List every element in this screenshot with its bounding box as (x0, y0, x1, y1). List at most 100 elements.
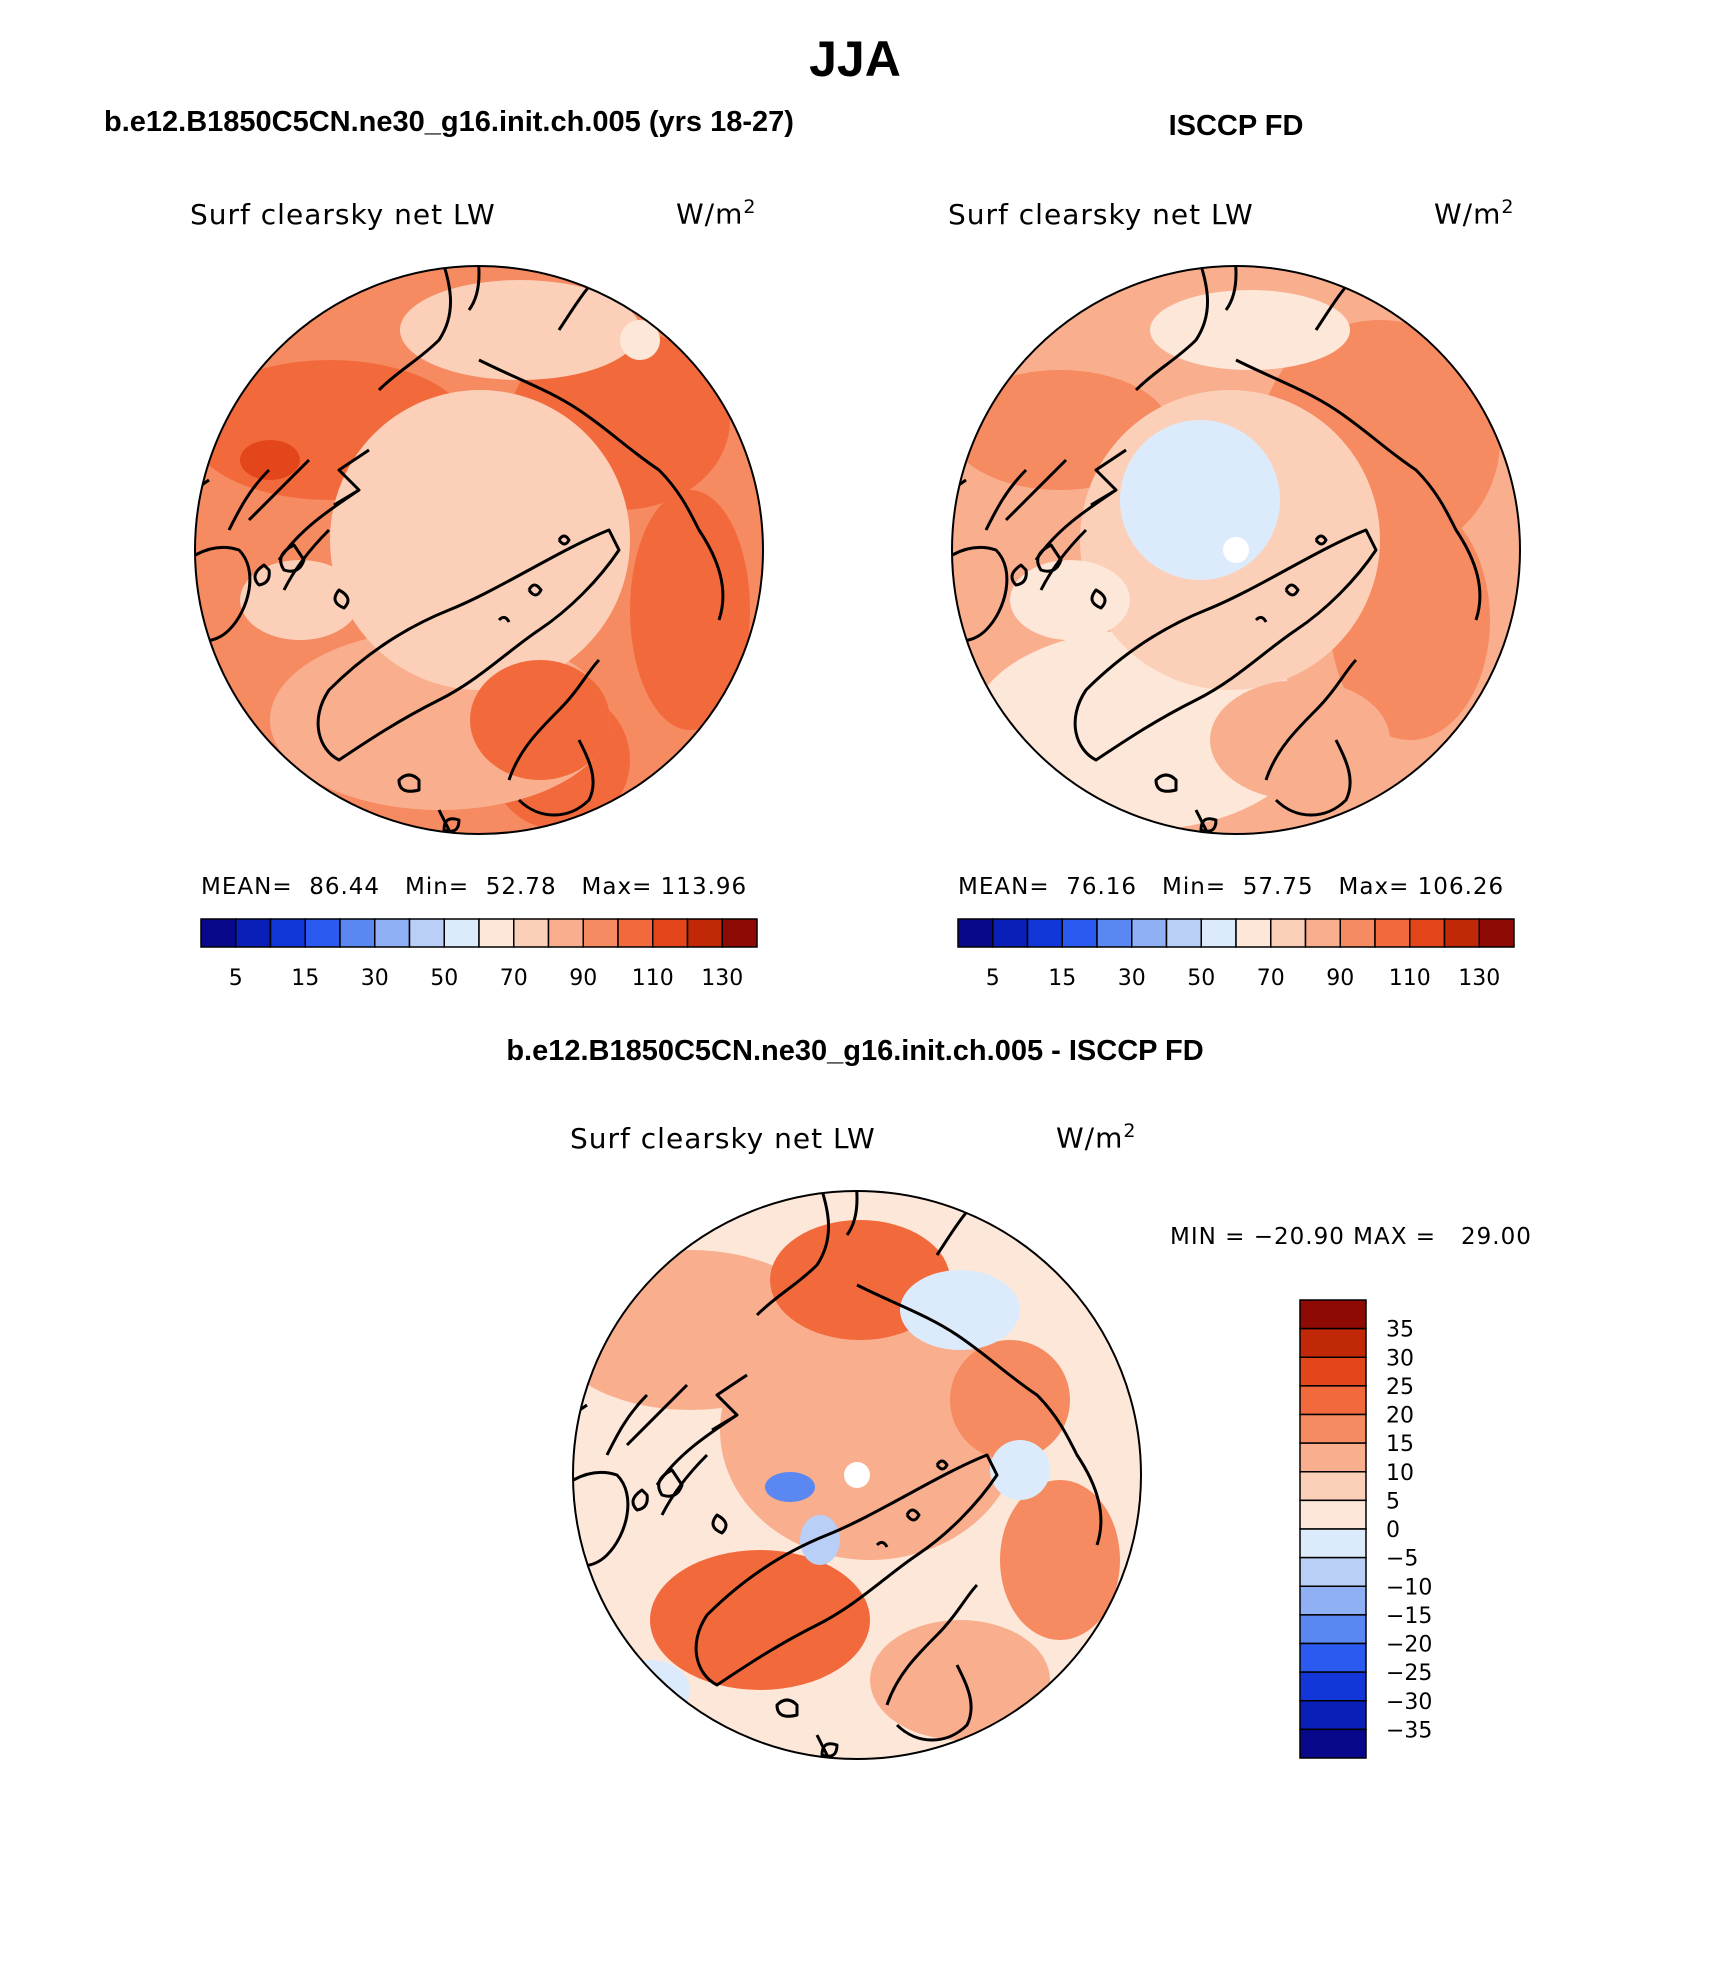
obs-min-value: 57.75 (1242, 874, 1314, 900)
obs-colorbar-swatch (1200, 918, 1237, 948)
diff-colorbar-tick-label: −5 (1386, 1547, 1418, 1572)
obs-colorbar-swatch (957, 918, 994, 948)
model-units-label: W/m2 (676, 196, 757, 231)
model-colorbar-swatch (478, 918, 515, 948)
model-colorbar-swatch (617, 918, 654, 948)
model-colorbar-tick-label: 110 (632, 966, 674, 991)
obs-colorbar-swatch (1270, 918, 1307, 948)
obs-units-label: W/m2 (1434, 196, 1515, 231)
model-colorbar-swatch (547, 918, 584, 948)
obs-colorbar-tick-label: 5 (986, 966, 1000, 991)
diff-colorbar-tick-label: 20 (1386, 1404, 1414, 1429)
diff-map (573, 1191, 1141, 1759)
diff-colorbar-swatch (1299, 1413, 1367, 1444)
model-colorbar-swatch (652, 918, 689, 948)
obs-colorbar-swatch (992, 918, 1029, 948)
obs-panel-header: ISCCP FD (1168, 110, 1304, 142)
obs-mean-label: MEAN= (958, 874, 1050, 900)
diff-colorbar-swatch (1299, 1327, 1367, 1358)
model-colorbar-swatch (200, 918, 237, 948)
obs-colorbar-swatch (1235, 918, 1272, 948)
diff-colorbar-swatch (1299, 1614, 1367, 1645)
obs-colorbar-swatch (1096, 918, 1133, 948)
diff-minmax: MIN = −20.90 MAX = 29.00 (1170, 1224, 1532, 1250)
diff-colorbar-swatch (1299, 1471, 1367, 1502)
model-max-label: Max= (581, 874, 653, 900)
model-colorbar-swatch (374, 918, 411, 948)
diff-colorbar-tick-label: 0 (1386, 1518, 1400, 1543)
diff-colorbar-tick-label: 10 (1386, 1461, 1414, 1486)
obs-min-label: Min= (1162, 874, 1227, 900)
diff-colorbar-swatch (1299, 1385, 1367, 1416)
obs-colorbar-swatch (1026, 918, 1063, 948)
obs-colorbar-swatch (1131, 918, 1168, 948)
diff-colorbar-swatch (1299, 1299, 1367, 1330)
model-colorbar-swatch (686, 918, 723, 948)
obs-colorbar-tick-label: 90 (1326, 966, 1354, 991)
obs-colorbar-tick-label: 130 (1458, 966, 1500, 991)
model-colorbar-swatch (235, 918, 272, 948)
diff-colorbar-tick-label: −15 (1386, 1604, 1432, 1629)
model-variable-label: Surf clearsky net LW (190, 198, 496, 231)
model-max-value: 113.96 (660, 874, 748, 900)
obs-colorbar-swatch (1339, 918, 1376, 948)
model-colorbar-tick-label: 50 (430, 966, 458, 991)
model-mean-value: 86.44 (309, 874, 381, 900)
model-colorbar-tick-label: 90 (569, 966, 597, 991)
obs-max-value: 106.26 (1417, 874, 1505, 900)
obs-colorbar-swatch (1443, 918, 1480, 948)
obs-colorbar-swatch (1061, 918, 1098, 948)
diff-colorbar-swatch (1299, 1700, 1367, 1731)
obs-pole-hole (1223, 537, 1249, 563)
obs-colorbar-swatch (1374, 918, 1411, 948)
diff-colorbar: 35 30 25 20 15 10 5 0 −5 −10 −15 −20 −25 −30 −35 (1299, 1299, 1432, 1759)
model-colorbar-tick-label: 70 (500, 966, 528, 991)
obs-colorbar-swatch (1165, 918, 1202, 948)
diff-variable-label: Surf clearsky net LW (570, 1122, 876, 1155)
diff-colorbar-tick-label: −25 (1386, 1661, 1432, 1686)
page-title: JJA (809, 31, 901, 87)
diff-colorbar-tick-label: −10 (1386, 1575, 1432, 1600)
model-colorbar-swatch (582, 918, 619, 948)
obs-max-label: Max= (1338, 874, 1410, 900)
diff-panel-header: b.e12.B1850C5CN.ne30_g16.init.ch.005 - I… (506, 1035, 1204, 1067)
model-map (195, 266, 763, 834)
diff-colorbar-swatch (1299, 1528, 1367, 1559)
model-colorbar-swatch (304, 918, 341, 948)
obs-stats: MEAN= 76.16 Min= 57.75 Max= 106.26 (958, 874, 1504, 900)
diff-pole-hole (844, 1462, 870, 1488)
diff-colorbar-tick-label: 15 (1386, 1432, 1414, 1457)
diff-colorbar-tick-label: −35 (1386, 1718, 1432, 1743)
obs-map (952, 266, 1520, 834)
model-mean-label: MEAN= (201, 874, 293, 900)
model-colorbar-swatch (443, 918, 480, 948)
diff-colorbar-swatch (1299, 1671, 1367, 1702)
obs-colorbar-tick-label: 15 (1048, 966, 1076, 991)
diff-colorbar-swatch (1299, 1585, 1367, 1616)
model-colorbar-swatch (721, 918, 758, 948)
obs-colorbar-tick-label: 30 (1118, 966, 1146, 991)
obs-colorbar: 5 15 30 50 70 90 110 130 (957, 918, 1515, 991)
diff-colorbar-tick-label: 5 (1386, 1489, 1400, 1514)
diff-colorbar-swatch (1299, 1356, 1367, 1387)
model-colorbar-swatch (408, 918, 445, 948)
obs-variable-label: Surf clearsky net LW (948, 198, 1254, 231)
obs-mean-value: 76.16 (1066, 874, 1138, 900)
diff-colorbar-swatch (1299, 1556, 1367, 1587)
model-colorbar-swatch (339, 918, 376, 948)
model-min-label: Min= (405, 874, 470, 900)
diff-colorbar-swatch (1299, 1728, 1367, 1759)
diff-colorbar-tick-label: −30 (1386, 1690, 1432, 1715)
diff-colorbar-tick-label: 35 (1386, 1318, 1414, 1343)
model-colorbar-tick-label: 130 (701, 966, 743, 991)
diff-colorbar-tick-label: −20 (1386, 1633, 1432, 1658)
diff-colorbar-swatch (1299, 1442, 1367, 1473)
obs-colorbar-tick-label: 50 (1187, 966, 1215, 991)
obs-colorbar-swatch (1478, 918, 1515, 948)
obs-colorbar-tick-label: 70 (1257, 966, 1285, 991)
model-colorbar-swatch (513, 918, 550, 948)
obs-colorbar-swatch (1409, 918, 1446, 948)
diff-colorbar-swatch (1299, 1499, 1367, 1530)
model-colorbar-swatch (269, 918, 306, 948)
